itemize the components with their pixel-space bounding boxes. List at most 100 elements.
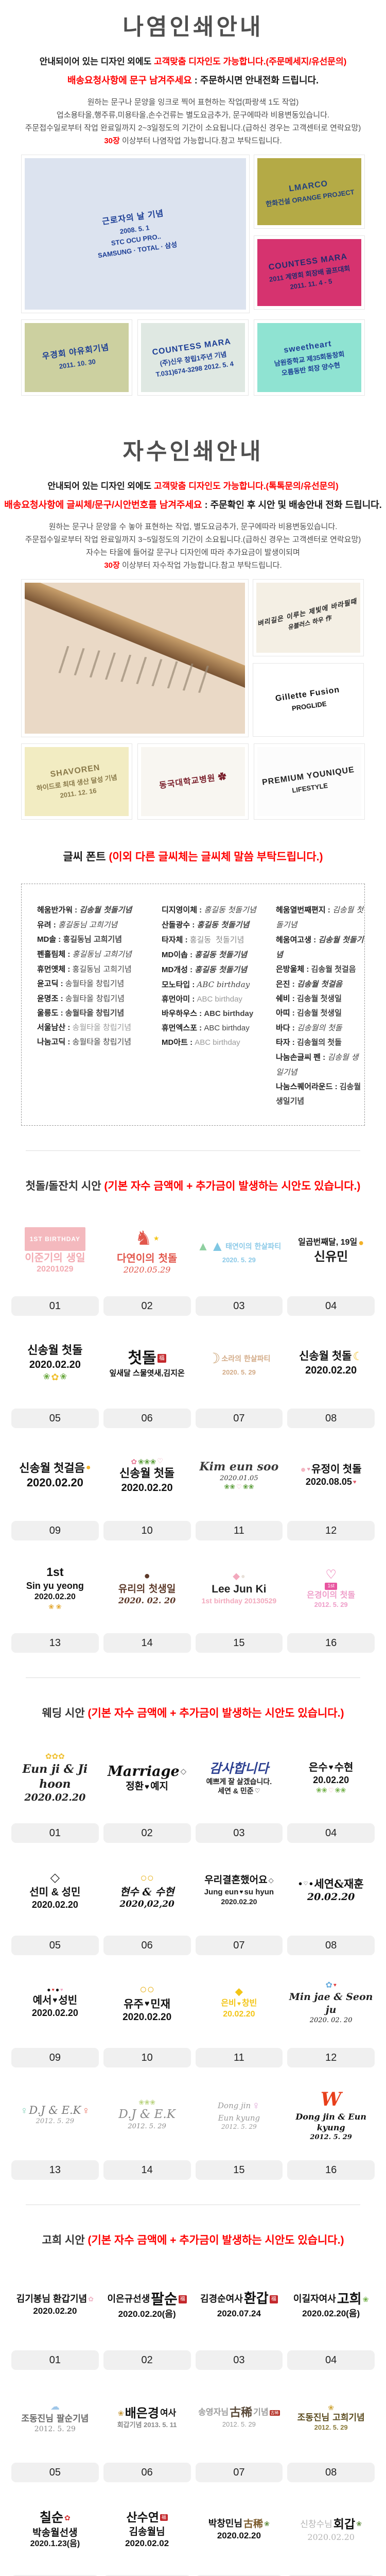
font-sample-text: 김송월 첫생일 [296, 994, 342, 1004]
text-line: ◆ [235, 1985, 243, 1998]
design-cell: 신창수님 회갑❀2020.02.20 12 [287, 2490, 375, 2576]
dove-icon: ✿ [325, 1980, 332, 1990]
font-sample-text: 홍길동님 고희기념 [58, 920, 118, 930]
flower-icon: ✿ [51, 1371, 59, 1382]
bok-stamp-icon: 福 [269, 2295, 278, 2304]
design-row: 1st Sin yu yeong 2020.02.20 ❀ ❀ 13 ● 유리의 첫생일 20… [11, 1549, 375, 1653]
section-divider [26, 1677, 360, 1679]
font-name: 나눔스퀘어라운드 : [276, 1082, 340, 1092]
text-segment: 칠순 [40, 2510, 64, 2526]
design-number-badge: 11 [195, 1521, 283, 1541]
text-segment: 예서 [32, 1995, 52, 2007]
wheat-icon: ❀ [356, 2520, 362, 2528]
calligraphy-towel-photo: 벼리길은 이루는 제빛에 바라필때 유블러스 하우 作 [253, 579, 364, 657]
font-sample-text: 홍길동님 고희기념 [63, 935, 122, 944]
design-cell: 이길자여사 고희 ❀ 2020.02.20(음) 04 [287, 2266, 375, 2370]
design-sample-06: ○○ 현수 & 수현 2020,02,20 [103, 1851, 191, 1929]
calligraphy-towel-photo-surface: 벼리길은 이루는 제빛에 바라필때 유블러스 하우 作 [256, 583, 360, 653]
jasu-section-title: 자수인쇄안내 [122, 439, 264, 465]
towel-print-text: Gillette Fusion PROGLIDE [274, 684, 342, 716]
font-name: 바다 : [276, 1024, 297, 1033]
text-segment: 30장 [104, 137, 120, 146]
bride-icon: ♀ [252, 2099, 260, 2112]
text-line: Lee Jun Ki [212, 1582, 266, 1596]
font-name: 디지영이체 : [162, 906, 204, 915]
hanwha-orange-project-towel-photo: LMARCO 한화건설 ORANGE PROJECT [254, 155, 365, 229]
text-segment: 20.02.20 [313, 1774, 349, 1785]
text-segment: 1st birthday 20130529 [201, 1597, 277, 1605]
text-line: 2020. 5. 29 [222, 1256, 256, 1265]
egg-icon: ● [241, 1572, 245, 1581]
text-segment: 예지 [150, 1781, 169, 1792]
text-segment: 배은경 [125, 2405, 159, 2421]
font-sample-text: 김송월의 첫돌 [296, 1023, 342, 1033]
text-line: ● ♥ ● ♥ [47, 1986, 63, 1994]
towel-print-text: 동국대학교병원 ✿ [159, 771, 228, 793]
font-entry: 휴먼옛체 : 홍길동님 고희기념 [37, 962, 162, 977]
font-sample-text: 송월타올 창립기념 [72, 1038, 132, 1047]
heart-icon: ♥ [52, 1996, 58, 2005]
text-segment: (이외 다른 글씨체는 글씨체 말씀 부탁드립니다.) [109, 851, 323, 863]
design-cell: 1st Sin yu yeong 2020.02.20 ❀ ❀ 13 [11, 1549, 99, 1653]
font-name: 쉐비 : [276, 994, 297, 1004]
text-segment: 20.02.20 [307, 1891, 355, 1903]
font-name: 서울남산 : [37, 1023, 73, 1032]
design-row: ✿✿✿ Eun ji & Ji hoon 2020.02.20 01 Marriage ◇… [11, 1739, 375, 1843]
gohee-stamp-icon: 古稀 [269, 2410, 280, 2416]
text-segment: D.J & E.K [29, 2104, 81, 2117]
design-sample-07: ☽ 소라의 한살파티 2020. 5. 29 [196, 1324, 283, 1402]
design-sample-08: ● ♡ ● 세연&재훈 20.02.20 [287, 1851, 375, 1929]
text-line: 2020.02.20 [307, 2532, 355, 2543]
design-cell: 첫돌 福 잎새달 스물엿새,김지온 06 [103, 1324, 191, 1429]
design-cell: ♀ D.J & E.K ♀ 2012. 5. 29 13 [11, 2076, 99, 2180]
shavoren-towel-photo-surface: SHAVOREN 하이드로 최대 생산 달성 기념 2011. 12. 16 [25, 747, 129, 817]
towel-print-text: SHAVOREN 하이드로 최대 생산 달성 기념 2011. 12. 16 [34, 759, 119, 804]
text-segment: Eun kyung [218, 2113, 260, 2123]
shinwoo-anniversary-towel-photo-surface: COUNTESS MARA (주)신우 창립1주년 기념 T.031)674-329… [141, 323, 245, 393]
text-line: ▲ ▲ 태연이의 한살파티 [197, 1237, 281, 1256]
text-segment: 30장 [104, 561, 120, 570]
text-segment: 2020.02.20 [221, 1897, 257, 1906]
text-segment: 고희 [337, 2291, 362, 2307]
text-segment: 글씨 폰트 [63, 851, 109, 863]
font-entry: 모노타입 : ABC birthday [162, 977, 276, 992]
heart-icon: ♥ [237, 1999, 241, 2007]
golf-event-towel-photo: COUNTESS MARA 2011 계영회 회장배 골프대회 2011. 11. … [254, 235, 365, 310]
younique-lifestyle-towel-photo-surface: PREMIUM YOUNIQUE LIFESTYLE [257, 747, 361, 817]
text-line: 2020. 5. 29 [222, 1368, 256, 1377]
text-line: ❀ [328, 2403, 334, 2412]
party-hat-icon: ▲ [210, 1238, 225, 1255]
text-segment: : 주문하시면 안내전화 드립니다. [191, 75, 319, 86]
ribbon-icon: ♡ [157, 1457, 163, 1465]
font-name: 펜흘림체 : [37, 950, 73, 959]
nayeom-intro: 안내되이어 있는 디자인 외에도 고객맞춤 디자인도 가능합니다.(주문메세지/… [0, 56, 386, 88]
font-section-title: 글씨 폰트 (이외 다른 글씨체는 글씨체 말씀 부탁드립니다.) [0, 850, 386, 866]
design-cell: 우리결혼했어요 ◇ Jung eun ♥ su hyun 2020.02.20 07 [195, 1851, 283, 1956]
font-sample-text: 김송월 첫걸음 [296, 979, 342, 989]
design-number-badge: 02 [103, 1823, 191, 1843]
design-row: 신송월 첫걸음 ● 2020.02.20 09 ✿ ❀❀❀ ♡ 신송월 첫돌 2020.02.… [11, 1436, 375, 1541]
text-line: ❀❀❀ [138, 2098, 155, 2107]
text-line: ♞ ★ [135, 1226, 160, 1251]
text-segment: 2012. 5. 29 [128, 2123, 166, 2131]
rabbit-shirt-label: 1st [325, 1582, 337, 1590]
text-segment: 업소용타올,행주류,미용타올,손수건류는 별도요금추가, 문구에따라 비용변동있… [56, 111, 330, 120]
font-sample-text: 김송월 첫돌기념 [276, 905, 363, 930]
dinosaur-icon: ◆ [233, 1570, 240, 1581]
text-line: 신유민 [314, 1249, 348, 1265]
text-segment: (기본 자수 금액에 + 추가금이 발생하는 시안도 있습니다.) [87, 2234, 344, 2247]
hanwha-orange-project-towel-photo-surface: LMARCO 한화건설 ORANGE PROJECT [257, 158, 361, 226]
text-segment: 1st [46, 1565, 64, 1579]
design-number-badge: 14 [103, 2160, 191, 2180]
wedding-rings-icon: ○○ [139, 1982, 155, 1996]
couple-silhouette-icon: ● [298, 1879, 303, 1888]
design-row: ☁ 조동진님 팔순기념 2012. 5. 29 05 ❀ 배은경 여사 회갑기념 2013. … [11, 2378, 375, 2483]
text-line: 신송월 첫걸음 ● [19, 1461, 91, 1476]
stick-couple-icon: ● [47, 1986, 51, 1993]
text-line: ❀ ❀ [48, 1603, 61, 1612]
text-segment: 2020. 5. 29 [222, 1256, 256, 1264]
design-row: 김기봉님 환갑기념 ✿ 2020.02.20 01 이은규선생 팔순 福 2020.02.… [11, 2266, 375, 2370]
font-entry: 헤움여고생 : 김송월 첫돌기념 [276, 933, 364, 962]
design-cell: ○○ 유주 ♥ 민재 2020.02.20 10 [103, 1963, 191, 2068]
